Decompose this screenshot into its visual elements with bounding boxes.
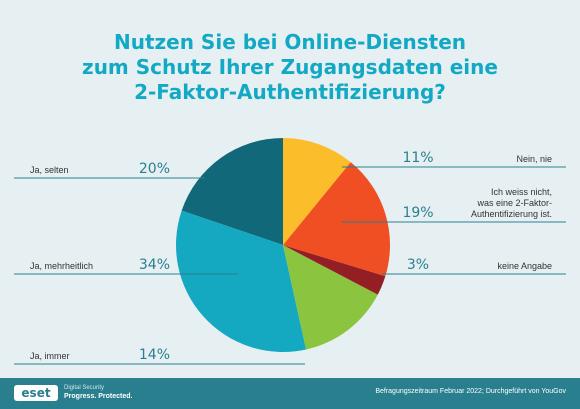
- title-line-2: zum Schutz Ihrer Zugangsdaten eine: [82, 55, 498, 79]
- pie-slice-1: [181, 138, 283, 245]
- category-label-1: Ja, selten: [30, 165, 69, 175]
- value-label-4: 3%: [407, 257, 429, 273]
- pie-slice-3: [283, 245, 378, 350]
- footer-bar: eset Digital Security Progress. Protecte…: [0, 378, 580, 409]
- eset-logo: eset: [14, 385, 58, 401]
- value-label-6: 11%: [402, 150, 433, 166]
- logo-tagline-2: Progress. Protected.: [64, 393, 133, 400]
- value-label-3: 14%: [139, 347, 170, 363]
- chart-title: Nutzen Sie bei Online-Diensten zum Schut…: [0, 30, 580, 105]
- category-label-6: Nein, nie: [516, 154, 552, 164]
- pie-chart: 20% Ja, selten 34% Ja, mehrheitlich 14% Ja, i…: [14, 138, 566, 365]
- pie-slice-5: [283, 162, 390, 277]
- title-line-1: Nutzen Sie bei Online-Diensten: [113, 30, 466, 54]
- title-line-3: 2-Faktor-Authentifizierung?: [134, 80, 446, 104]
- category-label-5: Ich weiss nicht, was eine 2-Faktor-Authen…: [471, 187, 552, 219]
- pie-slice-6: [283, 138, 351, 245]
- category-label-2: Ja, mehrheitlich: [30, 261, 93, 271]
- logo-tagline-1: Digital Security: [64, 385, 105, 391]
- pie-slice-4: [283, 245, 386, 295]
- source-note: Befragungszeitraum Februar 2022; Durchge…: [375, 388, 566, 395]
- pie-slice-2: [176, 210, 307, 352]
- value-label-1: 20%: [139, 161, 170, 177]
- category-label-3: Ja, immer: [30, 351, 70, 361]
- pie-slices: [176, 138, 390, 352]
- value-label-5: 19%: [402, 205, 433, 221]
- value-label-2: 34%: [139, 257, 170, 273]
- category-label-4: keine Angabe: [497, 261, 552, 271]
